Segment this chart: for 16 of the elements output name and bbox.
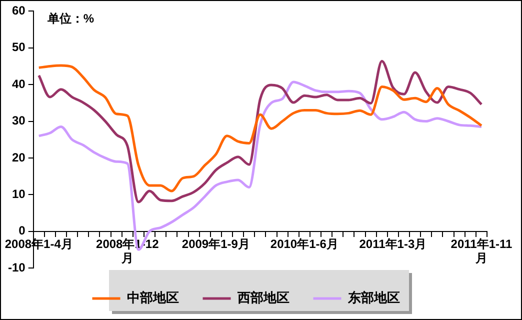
y-tick-label: 30	[12, 114, 26, 128]
x-tick-label: 2011年1-11月	[450, 236, 512, 266]
y-tick-label: 60	[12, 4, 26, 18]
x-tick-label: 2010年1-6月	[270, 236, 338, 251]
x-tick-label: 2009年1-9月	[182, 236, 250, 251]
y-tick-label: 50	[12, 40, 26, 54]
y-tick-label: 10	[12, 186, 26, 201]
annotation: 单位：%	[46, 12, 94, 26]
legend-label: 东部地区	[346, 290, 400, 306]
x-tick-label: 2011年1-3月	[359, 236, 427, 251]
y-tick-label: -10	[8, 260, 26, 274]
legend-label: 西部地区	[236, 290, 290, 306]
legend-label: 中部地区	[126, 290, 179, 306]
y-tick-label: 40	[12, 76, 26, 91]
y-tick-label: 20	[12, 150, 26, 164]
y-tick-label: 0	[18, 224, 26, 238]
